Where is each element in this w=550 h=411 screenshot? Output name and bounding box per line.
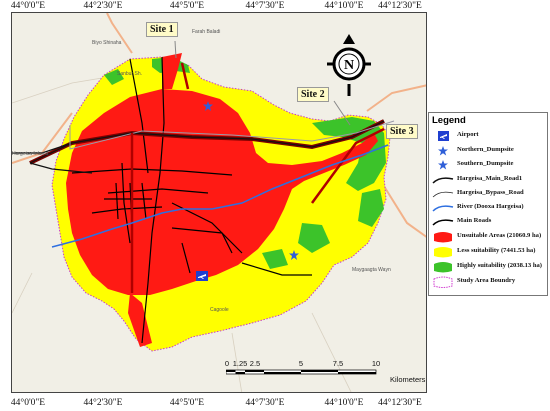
place-label-sanbur: Sanbur Sh. (117, 71, 142, 77)
site-3-callout: Site 3 (386, 124, 418, 139)
river-dooxa-hargeisa (51, 144, 389, 248)
north-arrow-icon: N (327, 34, 371, 96)
graticule-bottom-1: 44°2'30"E (83, 398, 123, 408)
north-arrow: N (327, 34, 371, 96)
road-line-icon (432, 191, 454, 198)
graticule-top-4: 44°10'0"E (324, 1, 364, 11)
site-2-callout: Site 2 (297, 87, 329, 102)
graticule-bottom-0: 44°0'0"E (10, 398, 46, 408)
legend-item-highly-suitable: Highly suitability (2038.13 ha) (429, 260, 549, 274)
svg-text:N: N (344, 58, 354, 73)
legend-title: Legend (432, 115, 466, 126)
map-canvas: Biyo Shinaha Farah Baladi Sanbur Sh. Cag… (12, 13, 426, 392)
scalebar-tick-0: 0 (224, 359, 230, 368)
graticule-bottom-3: 44°7'30"E (245, 398, 285, 408)
airplane-icon (438, 131, 449, 141)
yellow-patch-icon (434, 247, 452, 258)
site-1-callout: Site 1 (146, 22, 178, 37)
northern-dumpsite-icon (203, 101, 213, 111)
graticule-top-0: 44°0'0"E (10, 1, 46, 11)
place-label-hargeisa-inlanta: Hargeisa Inlanta (12, 151, 49, 157)
road-line-icon (432, 219, 454, 226)
legend-item-main-roads: Main Roads (429, 215, 549, 229)
star-icon (438, 146, 448, 156)
place-label-farah-baladi: Farah Baladi (192, 29, 220, 35)
place-label-biyo-shinaha: Biyo Shinaha (92, 40, 122, 46)
river-line-icon (432, 205, 454, 212)
place-label-maygaagta: Maygaagta Wayn (352, 267, 391, 273)
green-patch-icon (434, 262, 452, 273)
place-label-cagoole: Cagoole (210, 307, 229, 313)
scalebar-tick-2: 2.5 (249, 359, 261, 368)
legend-item-study-area: Study Area Boundry (429, 275, 549, 289)
graticule-top-3: 44°7'30"E (245, 1, 285, 11)
scalebar-graphic (225, 369, 377, 375)
airport-icon (196, 271, 208, 281)
scalebar: 0 1.25 2.5 5 7.5 10 Kilometers (225, 359, 426, 390)
map-frame[interactable]: Biyo Shinaha Farah Baladi Sanbur Sh. Cag… (11, 12, 427, 393)
legend-item-bypass-road: Hargeisa_Bypass_Road (429, 187, 549, 201)
scalebar-tick-3: 5 (298, 359, 304, 368)
hargeisa-bypass-road (69, 120, 395, 150)
road-line-icon (432, 177, 454, 184)
graticule-top-5: 44°12'30"E (378, 1, 422, 11)
graticule-bottom-5: 44°12'30"E (378, 398, 422, 408)
scalebar-unit: Kilometers (390, 375, 426, 384)
scalebar-tick-4: 7.5 (332, 359, 344, 368)
legend-item-northern-dumpsite: Northern_Dumpsite (429, 144, 549, 158)
legend-item-river: River (Dooxa Hargeisa) (429, 201, 549, 215)
graticule-bottom-2: 44°5'0"E (169, 398, 205, 408)
red-patch-icon (434, 232, 452, 243)
scalebar-tick-5: 10 (371, 359, 381, 368)
scalebar-tick-1: 1.25 (232, 359, 248, 368)
southern-dumpsite-icon (289, 250, 299, 260)
legend-item-airport: Airport (429, 129, 549, 143)
star-icon (438, 160, 448, 170)
legend-item-southern-dumpsite: Southern_Dumpsite (429, 158, 549, 172)
hargeisa-main-road1 (12, 119, 385, 174)
boundary-patch-icon (433, 276, 453, 288)
legend-item-less-suitable: Less suitability (7441.53 ha) (429, 245, 549, 259)
graticule-top-1: 44°2'30"E (83, 1, 123, 11)
main-roads (71, 56, 312, 344)
graticule-bottom-4: 44°10'0"E (324, 398, 364, 408)
legend-item-main-road1: Hargeisa_Main_Road1 (429, 173, 549, 187)
graticule-top-2: 44°5'0"E (169, 1, 205, 11)
map-legend: Legend Airport Northern_Dumpsite Souther… (428, 112, 548, 296)
legend-item-unsuitable: Unsuitable Areas (21060.9 ha) (429, 230, 549, 244)
